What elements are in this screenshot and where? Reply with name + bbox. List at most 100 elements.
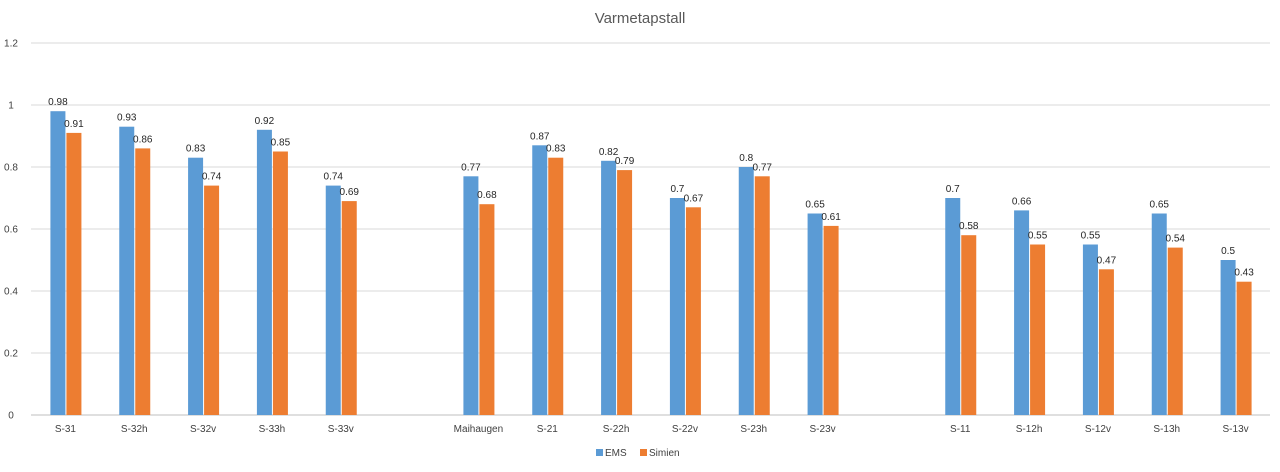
bar-simien <box>1098 269 1114 415</box>
bar-ems <box>256 129 272 416</box>
data-label: 0.7 <box>946 184 960 195</box>
category-label: S-21 <box>537 424 559 435</box>
data-label: 0.93 <box>117 113 137 124</box>
data-label: 0.7 <box>670 184 684 195</box>
bar-simien <box>204 185 220 415</box>
bar-simien <box>66 132 82 415</box>
bar-simien <box>685 207 701 415</box>
category-label: S-23h <box>740 424 767 435</box>
category-label: S-22v <box>672 424 698 435</box>
category-label: S-32v <box>190 424 216 435</box>
data-label: 0.87 <box>530 131 550 142</box>
data-label: 0.98 <box>48 97 68 108</box>
legend-swatch <box>640 449 647 456</box>
bar-ems <box>1220 260 1236 415</box>
category-label: S-13h <box>1153 424 1180 435</box>
bar-simien <box>479 204 495 415</box>
bar-simien <box>961 235 977 415</box>
data-label: 0.58 <box>959 221 979 232</box>
data-label: 0.91 <box>64 119 84 130</box>
bar-ems <box>669 198 685 415</box>
legend-label: EMS <box>605 448 627 459</box>
data-label: 0.85 <box>271 138 291 149</box>
bar-ems <box>601 160 617 415</box>
data-label: 0.55 <box>1028 231 1048 242</box>
y-tick-label: 0.2 <box>4 349 18 360</box>
y-tick-label: 1.2 <box>4 39 18 50</box>
category-label: S-12h <box>1016 424 1043 435</box>
bar-ems <box>532 145 548 416</box>
data-label: 0.83 <box>186 144 206 155</box>
data-label: 0.74 <box>202 172 222 183</box>
bar-ems <box>945 198 961 415</box>
y-tick-label: 0.4 <box>4 287 18 298</box>
y-tick-label: 0.8 <box>4 163 18 174</box>
data-label: 0.47 <box>1097 255 1117 266</box>
data-label: 0.54 <box>1166 234 1186 245</box>
bar-ems <box>119 126 135 415</box>
bar-simien <box>341 201 357 415</box>
data-label: 0.79 <box>615 156 635 167</box>
y-tick-label: 1 <box>8 101 14 112</box>
bar-simien <box>272 151 288 415</box>
data-label: 0.82 <box>599 147 619 158</box>
bar-ems <box>325 185 341 415</box>
category-label: S-13v <box>1223 424 1249 435</box>
data-label: 0.92 <box>255 116 275 127</box>
bar-simien <box>1236 281 1252 415</box>
data-labels: 0.98 0.91 0.93 0.86 0.83 0.74 0.92 0.85 0.74 0.69… <box>48 97 1254 279</box>
bar-simien <box>617 170 633 415</box>
bar-ems <box>738 167 754 415</box>
category-label: S-31 <box>55 424 77 435</box>
category-label: Maihaugen <box>454 424 503 435</box>
data-label: 0.68 <box>477 190 497 201</box>
data-label: 0.69 <box>340 187 360 198</box>
bar-ems <box>463 176 479 415</box>
chart-title: Varmetapstall <box>595 10 686 27</box>
bar-simien <box>135 148 151 415</box>
y-axis-tick-labels: 0 0.2 0.4 0.6 0.8 1 1.2 <box>4 39 18 422</box>
y-tick-label: 0 <box>8 411 14 422</box>
category-label: S-22h <box>603 424 630 435</box>
bar-simien <box>754 176 770 415</box>
bar-simien <box>1030 244 1046 415</box>
bar-ems <box>1151 213 1167 415</box>
category-label: S-32h <box>121 424 148 435</box>
data-label: 0.5 <box>1221 246 1235 257</box>
data-label: 0.55 <box>1081 231 1101 242</box>
data-label: 0.67 <box>684 193 704 204</box>
gridlines <box>31 42 1270 416</box>
data-label: 0.83 <box>546 144 566 155</box>
legend-swatch <box>596 449 603 456</box>
bar-simien <box>823 225 839 415</box>
category-label: S-23v <box>810 424 836 435</box>
bar-ems <box>188 157 204 415</box>
y-tick-label: 0.6 <box>4 225 18 236</box>
category-label: S-11 <box>950 424 971 435</box>
bar-simien <box>548 157 564 415</box>
data-label: 0.61 <box>821 212 841 223</box>
bars <box>50 111 1252 416</box>
legend-label: Simien <box>649 448 680 459</box>
data-label: 0.8 <box>739 153 753 164</box>
data-label: 0.74 <box>324 172 344 183</box>
bar-ems <box>1014 210 1030 415</box>
category-label: S-33v <box>328 424 354 435</box>
data-label: 0.86 <box>133 134 153 145</box>
data-label: 0.65 <box>1150 200 1170 211</box>
bar-simien <box>1167 247 1183 415</box>
data-label: 0.65 <box>805 200 825 211</box>
bar-ems <box>1082 244 1098 415</box>
category-label: S-33h <box>259 424 286 435</box>
x-axis-category-labels: S-31 S-32h S-32v S-33h S-33v Maihaugen S-21 S-2… <box>55 424 1249 435</box>
bar-ems <box>807 213 823 415</box>
data-label: 0.77 <box>461 162 481 173</box>
data-label: 0.66 <box>1012 196 1032 207</box>
data-label: 0.77 <box>753 162 773 173</box>
bar-ems <box>50 111 66 415</box>
data-label: 0.43 <box>1234 268 1254 279</box>
legend: EMS Simien <box>596 448 680 459</box>
category-label: S-12v <box>1085 424 1111 435</box>
